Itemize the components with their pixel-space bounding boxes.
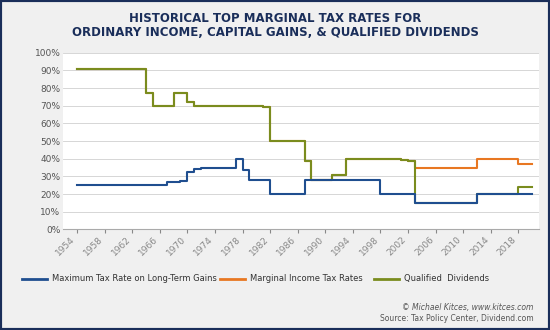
Text: Source: Tax Policy Center, Dividend.com: Source: Tax Policy Center, Dividend.com [380, 314, 534, 323]
Text: © Michael Kitces, www.kitces.com: © Michael Kitces, www.kitces.com [402, 303, 534, 312]
Text: Qualified  Dividends: Qualified Dividends [404, 274, 490, 283]
Text: Marginal Income Tax Rates: Marginal Income Tax Rates [250, 274, 363, 283]
Text: Maximum Tax Rate on Long-Term Gains: Maximum Tax Rate on Long-Term Gains [52, 274, 217, 283]
Text: ORDINARY INCOME, CAPITAL GAINS, & QUALIFIED DIVIDENDS: ORDINARY INCOME, CAPITAL GAINS, & QUALIF… [72, 26, 478, 39]
Text: HISTORICAL TOP MARGINAL TAX RATES FOR: HISTORICAL TOP MARGINAL TAX RATES FOR [129, 12, 421, 24]
